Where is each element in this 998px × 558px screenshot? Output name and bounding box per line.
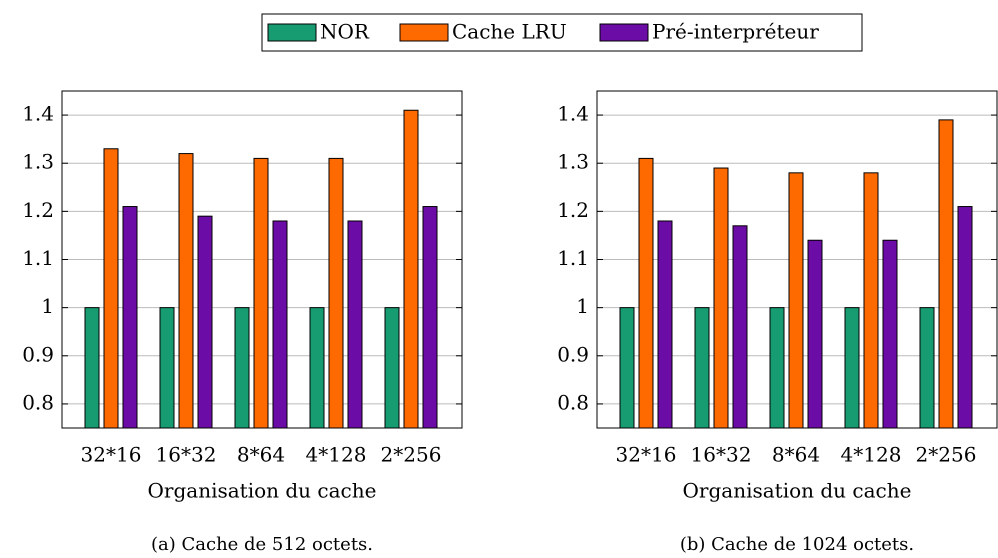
legend-swatch [399, 23, 449, 42]
y-tick-label: 1.1 [22, 246, 54, 270]
bar [253, 157, 269, 429]
bar [197, 215, 213, 429]
bar [807, 239, 823, 429]
bar [919, 307, 935, 429]
bar [788, 172, 804, 429]
legend-box [261, 13, 863, 52]
bar [713, 167, 729, 429]
legend-label: Cache LRU [452, 20, 567, 44]
bar [769, 307, 785, 429]
x-tick-label: 8*64 [772, 443, 820, 467]
bar [863, 172, 879, 429]
bar [619, 307, 635, 429]
y-tick-label: 1 [41, 294, 54, 318]
y-tick-label: 1.3 [557, 150, 589, 174]
bar [328, 157, 344, 429]
bar [309, 307, 325, 429]
legend-swatch [267, 23, 317, 42]
bar [957, 206, 973, 429]
bar [732, 225, 748, 429]
legend-label: Pré-interpréteur [652, 20, 819, 44]
bar [694, 307, 710, 429]
axis-frame [596, 90, 998, 429]
y-tick-label: 1 [576, 294, 589, 318]
x-tick-label: 8*64 [237, 443, 285, 467]
legend-swatch [599, 23, 649, 42]
x-tick-label: 16*32 [691, 443, 752, 467]
x-tick-label: 4*128 [306, 443, 367, 467]
x-tick-label: 4*128 [841, 443, 902, 467]
axis-frame [61, 90, 463, 429]
bar [882, 239, 898, 429]
bar [844, 307, 860, 429]
y-tick-label: 0.9 [557, 342, 589, 366]
y-tick-label: 1.2 [557, 198, 589, 222]
bar [938, 119, 954, 429]
bar [178, 153, 194, 429]
x-axis-label: Organisation du cache [148, 479, 377, 503]
y-tick-label: 1.4 [557, 102, 589, 126]
x-tick-label: 32*16 [81, 443, 142, 467]
bar [384, 307, 400, 429]
y-tick-label: 0.8 [557, 390, 589, 414]
x-tick-label: 32*16 [616, 443, 677, 467]
bar [159, 307, 175, 429]
x-tick-label: 16*32 [156, 443, 217, 467]
bar [272, 220, 288, 429]
bar [122, 206, 138, 429]
bar [403, 109, 419, 429]
x-axis-label: Organisation du cache [683, 479, 912, 503]
caption: (a) Cache de 512 octets. [151, 534, 373, 555]
y-tick-label: 1.1 [557, 246, 589, 270]
bar [422, 206, 438, 429]
y-tick-label: 0.9 [22, 342, 54, 366]
y-tick-label: 1.4 [22, 102, 54, 126]
legend-label: NOR [320, 20, 370, 44]
bar [234, 307, 250, 429]
x-tick-label: 2*256 [381, 443, 442, 467]
bar [103, 148, 119, 429]
bar [638, 157, 654, 429]
bar [347, 220, 363, 429]
y-tick-label: 0.8 [22, 390, 54, 414]
x-tick-label: 2*256 [916, 443, 977, 467]
y-tick-label: 1.3 [22, 150, 54, 174]
bar [84, 307, 100, 429]
y-tick-label: 1.2 [22, 198, 54, 222]
caption: (b) Cache de 1024 octets. [680, 534, 914, 555]
bar [657, 220, 673, 429]
